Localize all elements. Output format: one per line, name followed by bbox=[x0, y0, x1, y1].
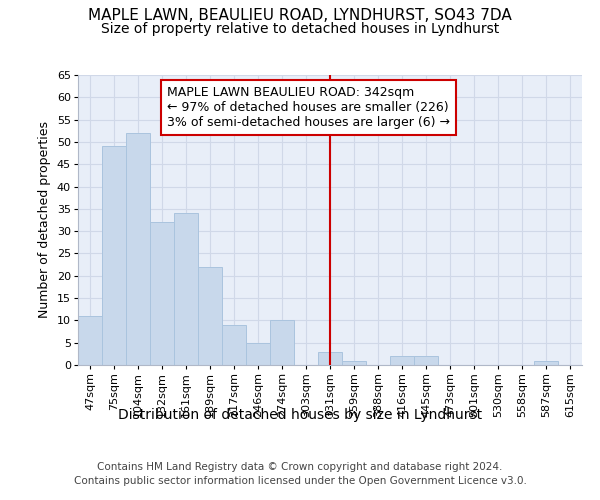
Bar bbox=[246, 342, 270, 365]
Y-axis label: Number of detached properties: Number of detached properties bbox=[38, 122, 52, 318]
Bar bbox=[78, 316, 102, 365]
Text: Distribution of detached houses by size in Lyndhurst: Distribution of detached houses by size … bbox=[118, 408, 482, 422]
Bar bbox=[414, 356, 438, 365]
Bar bbox=[318, 352, 342, 365]
Bar bbox=[174, 214, 198, 365]
Bar bbox=[198, 267, 222, 365]
Text: MAPLE LAWN, BEAULIEU ROAD, LYNDHURST, SO43 7DA: MAPLE LAWN, BEAULIEU ROAD, LYNDHURST, SO… bbox=[88, 8, 512, 22]
Text: Contains HM Land Registry data © Crown copyright and database right 2024.: Contains HM Land Registry data © Crown c… bbox=[97, 462, 503, 472]
Text: MAPLE LAWN BEAULIEU ROAD: 342sqm
← 97% of detached houses are smaller (226)
3% o: MAPLE LAWN BEAULIEU ROAD: 342sqm ← 97% o… bbox=[167, 86, 450, 129]
Bar bbox=[534, 360, 558, 365]
Bar bbox=[102, 146, 126, 365]
Bar bbox=[222, 325, 246, 365]
Bar bbox=[150, 222, 174, 365]
Bar bbox=[390, 356, 414, 365]
Bar bbox=[342, 360, 366, 365]
Text: Size of property relative to detached houses in Lyndhurst: Size of property relative to detached ho… bbox=[101, 22, 499, 36]
Bar bbox=[270, 320, 294, 365]
Text: Contains public sector information licensed under the Open Government Licence v3: Contains public sector information licen… bbox=[74, 476, 526, 486]
Bar bbox=[126, 133, 150, 365]
